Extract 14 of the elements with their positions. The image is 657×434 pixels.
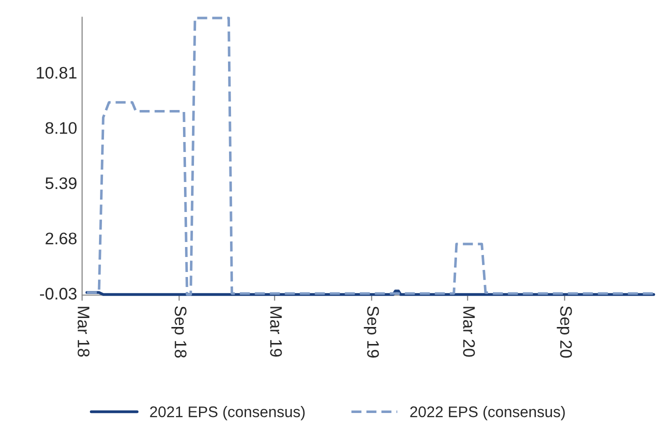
x-tick-label: Mar 19 bbox=[270, 306, 282, 357]
x-tick-label: Mar 18 bbox=[78, 306, 90, 357]
legend-label: 2022 EPS (consensus) bbox=[410, 406, 565, 420]
line-series bbox=[86, 16, 655, 296]
y-tick-label: 2.68 bbox=[46, 232, 77, 244]
y-tick-label: 10.81 bbox=[36, 66, 76, 79]
x-tick-label: Sep 18 bbox=[171, 306, 186, 358]
legend-label: 2021 EPS (consensus) bbox=[150, 406, 305, 420]
x-tick-label: Mar 20 bbox=[463, 306, 475, 357]
y-tick-label: 8.10 bbox=[46, 122, 77, 134]
y-tick-label: -0.03 bbox=[40, 288, 77, 300]
x-tick-label: Sep 19 bbox=[364, 306, 379, 358]
x-tick-label: Sep 20 bbox=[556, 306, 572, 358]
y-tick-label: 5.39 bbox=[45, 177, 76, 190]
